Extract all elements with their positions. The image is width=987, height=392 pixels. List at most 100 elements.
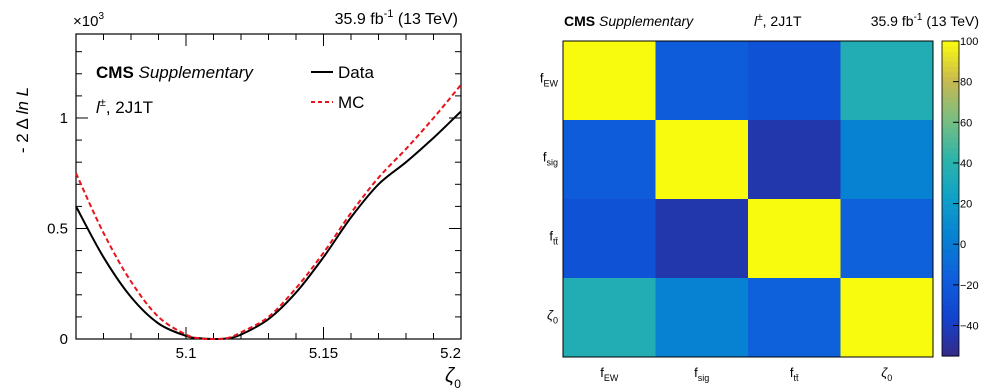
colorbar-segment <box>942 66 959 73</box>
colorbar-segment <box>942 300 959 306</box>
colorbar-segment <box>942 239 959 245</box>
row-label: fsig <box>543 150 558 168</box>
likelihood-scan-chart: 35.9 fb-1 (13 TeV) ×103 - 2 Δ ln L 5.1 5.… <box>13 8 462 391</box>
colorbar-frame <box>941 40 960 357</box>
heatmap-cell <box>840 199 934 279</box>
colorbar-segment <box>942 320 959 327</box>
channel-label: l±, 2J1T <box>754 12 802 29</box>
colorbar-segment <box>942 223 959 230</box>
colorbar-label: 0 <box>960 239 966 251</box>
heatmap-cell <box>748 41 841 121</box>
colorbar-segment <box>942 117 959 123</box>
row-label: ftt̄ <box>549 229 558 247</box>
colorbar-segment <box>942 96 959 103</box>
column-label: fsig <box>694 365 709 383</box>
heatmap-cell <box>563 120 656 200</box>
cms-tag: CMS Supplementary <box>564 13 694 29</box>
legend-label: Data <box>338 63 374 82</box>
heatmap-cell <box>655 278 749 358</box>
colorbar-segment <box>942 112 959 118</box>
legend: Data MC <box>311 63 374 112</box>
colorbar-segment <box>942 157 959 164</box>
colorbar-label: 20 <box>960 199 972 211</box>
column-label: ζ0 <box>881 365 892 383</box>
colorbar-segment <box>942 345 959 352</box>
row-label: fEW <box>540 71 559 89</box>
colorbar-label: 80 <box>960 77 972 89</box>
colorbar-segment <box>942 274 959 281</box>
colorbar-label: −20 <box>960 280 979 292</box>
heatmap-frame <box>562 40 934 358</box>
colorbar-segment <box>942 218 959 225</box>
heatmap-cell <box>840 278 934 358</box>
colorbar-segment <box>942 228 959 235</box>
heatmap-cell <box>748 278 841 358</box>
colorbar-segment <box>942 269 959 276</box>
colorbar-segment <box>942 325 959 332</box>
colorbar-segment <box>942 350 959 357</box>
colorbar-segment <box>942 315 959 322</box>
heatmap-cell <box>840 120 934 200</box>
y-axis-title: - 2 Δ ln L <box>13 87 32 153</box>
colorbar-segment <box>942 168 959 174</box>
colorbar-segment <box>942 152 959 159</box>
colorbar-segment <box>942 86 959 93</box>
column-label: ftt̄ <box>790 365 799 383</box>
colorbar-segment <box>942 122 959 128</box>
colorbar-segment <box>942 188 959 195</box>
colorbar-segment <box>942 254 959 261</box>
lumi-label: 35.9 fb-1 (13 TeV) <box>871 12 979 29</box>
colorbar-segment <box>942 244 959 250</box>
colorbar-segment <box>942 137 959 144</box>
colorbar-segment <box>942 249 959 255</box>
colorbar-segment <box>942 41 959 47</box>
colorbar-segment <box>942 71 959 78</box>
cms-tag: CMS Supplementary <box>96 63 254 82</box>
colorbar-segment <box>942 264 959 271</box>
colorbar-segment <box>942 91 959 98</box>
x-tick-label: 5.15 <box>309 345 338 362</box>
colorbar-segment <box>942 289 959 296</box>
y-exponent-label: ×103 <box>73 11 104 30</box>
heatmap-cell <box>655 41 749 121</box>
colorbar-segment <box>942 203 959 210</box>
series-line-data <box>75 110 462 341</box>
colorbar-segment <box>942 259 959 266</box>
y-tick-label: 0.5 <box>47 220 68 237</box>
colorbar-segment <box>942 295 959 301</box>
y-tick-label: 1 <box>60 110 68 127</box>
series-line-mc <box>75 84 462 341</box>
colorbar-segment <box>942 142 959 149</box>
colorbar-segment <box>942 56 959 62</box>
colorbar-segment <box>942 178 959 184</box>
colorbar-segment <box>942 173 959 179</box>
colorbar-segment <box>942 198 959 205</box>
heatmap-cell <box>748 199 841 279</box>
colorbar-segment <box>942 279 959 286</box>
colorbar-segment <box>942 213 959 220</box>
colorbar-segment <box>942 335 959 342</box>
heatmap-cell <box>563 41 656 121</box>
y-tick-label: 0 <box>60 331 68 348</box>
x-axis-title: ζ0 <box>445 365 461 391</box>
x-tick-label: 5.1 <box>176 345 197 362</box>
colorbar-segment <box>942 340 959 347</box>
colorbar-label: 60 <box>960 117 972 129</box>
row-label: ζ0 <box>547 308 558 326</box>
colorbar-segment <box>942 234 959 240</box>
colorbar-segment <box>942 208 959 215</box>
colorbar-segment <box>942 76 959 83</box>
colorbar-segment <box>942 147 959 154</box>
colorbar-segment <box>942 127 959 134</box>
heatmap-cell <box>563 199 656 279</box>
legend-label: MC <box>338 93 364 112</box>
colorbar-segment <box>942 107 959 113</box>
channel-label: l±, 2J1T <box>96 97 153 117</box>
colorbar-segment <box>942 81 959 88</box>
colorbar-segment <box>942 162 959 169</box>
colorbar-label: −40 <box>960 321 979 333</box>
heatmap-cell <box>655 199 749 279</box>
colorbar-segment <box>942 310 959 316</box>
colorbar-segment <box>942 101 959 108</box>
colorbar-segment <box>942 46 959 52</box>
